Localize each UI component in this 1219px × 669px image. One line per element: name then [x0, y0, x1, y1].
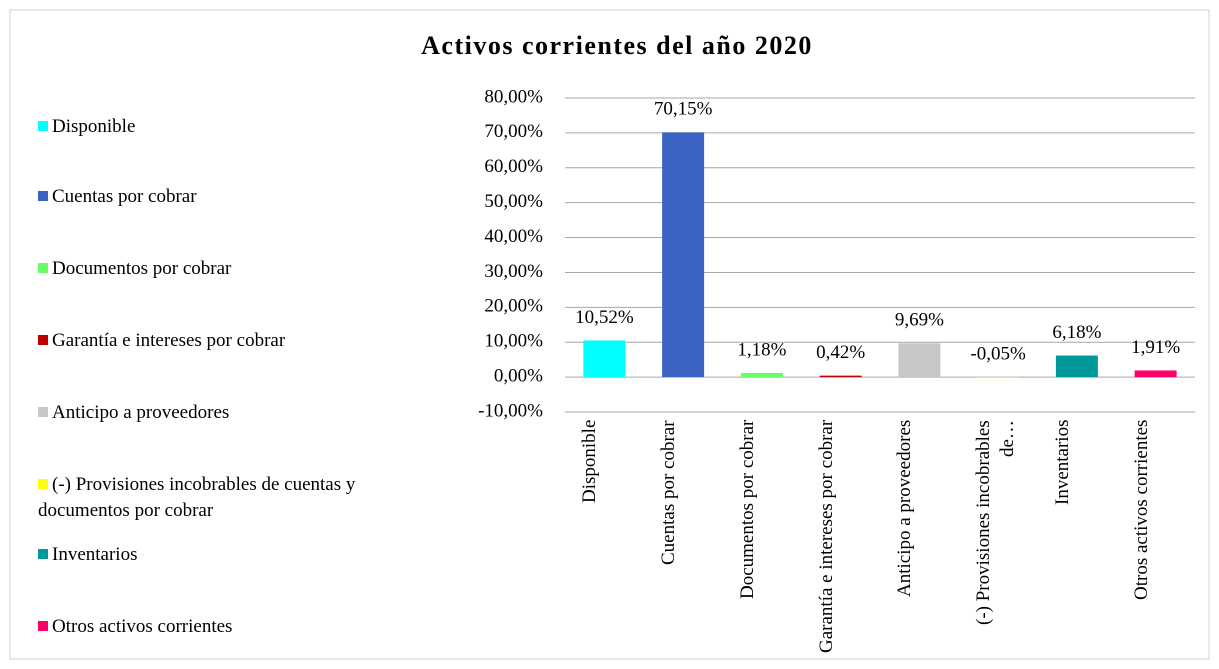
value-label: 10,52% — [575, 307, 634, 328]
y-tick-label: 40,00% — [484, 226, 543, 247]
x-tick-label: Inventarios — [1051, 420, 1073, 506]
bar — [740, 372, 783, 378]
value-label: 1,18% — [737, 339, 786, 360]
legend-label: Anticipo a proveedores — [52, 402, 230, 423]
legend-swatch — [38, 407, 48, 417]
y-tick-label: 60,00% — [484, 156, 543, 177]
bar — [662, 132, 705, 378]
legend-label: (-) Provisiones incobrables de cuentas y… — [38, 474, 356, 521]
legend-label: Documentos por cobrar — [52, 258, 232, 279]
x-tick-label: Documentos por cobrar — [736, 420, 758, 600]
x-tick-label: Garantía e intereses por cobrar — [815, 420, 837, 654]
legend-label: Disponible — [52, 116, 136, 137]
legend-item: Garantía e intereses por cobrar — [38, 328, 418, 354]
y-tick-label: 10,00% — [484, 331, 543, 352]
chart-title: Activos corrientes del año 2020 — [421, 31, 813, 60]
x-tick-label: Cuentas por cobrar — [658, 420, 680, 565]
y-tick-label: 0,00% — [494, 365, 543, 386]
x-tick-label: Anticipo a proveedores — [894, 420, 916, 598]
bar — [1134, 370, 1177, 378]
bar — [977, 377, 1020, 379]
bar — [898, 343, 941, 378]
legend-item: Anticipo a proveedores — [38, 400, 418, 426]
legend-item: Otros activos corrientes — [38, 614, 418, 640]
bar — [1055, 355, 1098, 378]
legend-item: (-) Provisiones incobrables de cuentas y… — [38, 472, 418, 524]
legend-swatch — [38, 191, 48, 201]
y-tick-label: 80,00% — [484, 86, 543, 107]
legend-swatch — [38, 335, 48, 345]
y-tick-label: 70,00% — [484, 121, 543, 142]
value-label: -0,05% — [970, 343, 1026, 364]
legend-label: Inventarios — [52, 544, 138, 565]
value-label: 1,91% — [1131, 337, 1180, 358]
legend-swatch — [38, 121, 48, 131]
bar — [819, 375, 862, 378]
value-label: 70,15% — [654, 99, 713, 120]
legend-item: Cuentas por cobrar — [38, 184, 418, 210]
y-tick-label: 50,00% — [484, 191, 543, 212]
x-tick-label: (-) Provisiones incobrables de… — [973, 420, 1019, 625]
legend-label: Garantía e intereses por cobrar — [52, 330, 286, 351]
legend-swatch — [38, 263, 48, 273]
y-tick-label: 30,00% — [484, 261, 543, 282]
legend-item: Documentos por cobrar — [38, 256, 418, 282]
x-tick-label: Disponible — [579, 420, 601, 504]
y-tick-label: -10,00% — [478, 400, 543, 421]
value-label: 6,18% — [1052, 322, 1101, 343]
legend-swatch — [38, 479, 48, 489]
legend-swatch — [38, 621, 48, 631]
legend-item: Inventarios — [38, 542, 418, 568]
value-label: 9,69% — [895, 310, 944, 331]
y-tick-label: 20,00% — [484, 296, 543, 317]
x-tick-label: Otros activos corrientes — [1130, 420, 1152, 601]
chart-border — [9, 9, 1210, 660]
bar — [583, 340, 626, 378]
value-label: 0,42% — [816, 342, 865, 363]
legend-swatch — [38, 549, 48, 559]
legend-item: Disponible — [38, 114, 418, 140]
legend-label: Otros activos corrientes — [52, 616, 233, 637]
legend-label: Cuentas por cobrar — [52, 186, 197, 207]
